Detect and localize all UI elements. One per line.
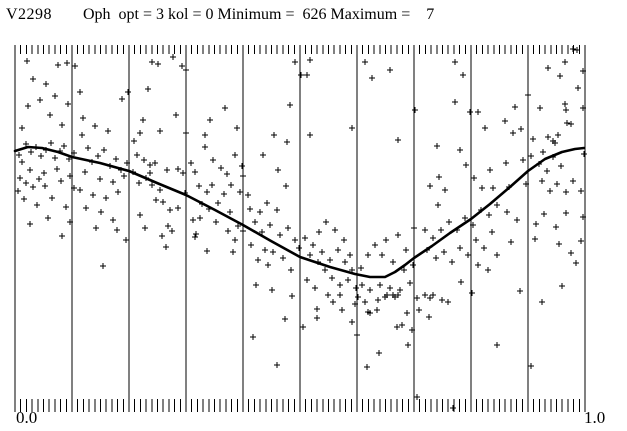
x-axis-label-min: 0.0 bbox=[16, 408, 38, 427]
mean-curve bbox=[13, 145, 586, 279]
x-axis-label-max: 1.0 bbox=[584, 408, 606, 427]
minor-ticks bbox=[20, 45, 580, 412]
scatter-points bbox=[15, 46, 587, 411]
gridlines bbox=[14, 45, 586, 412]
